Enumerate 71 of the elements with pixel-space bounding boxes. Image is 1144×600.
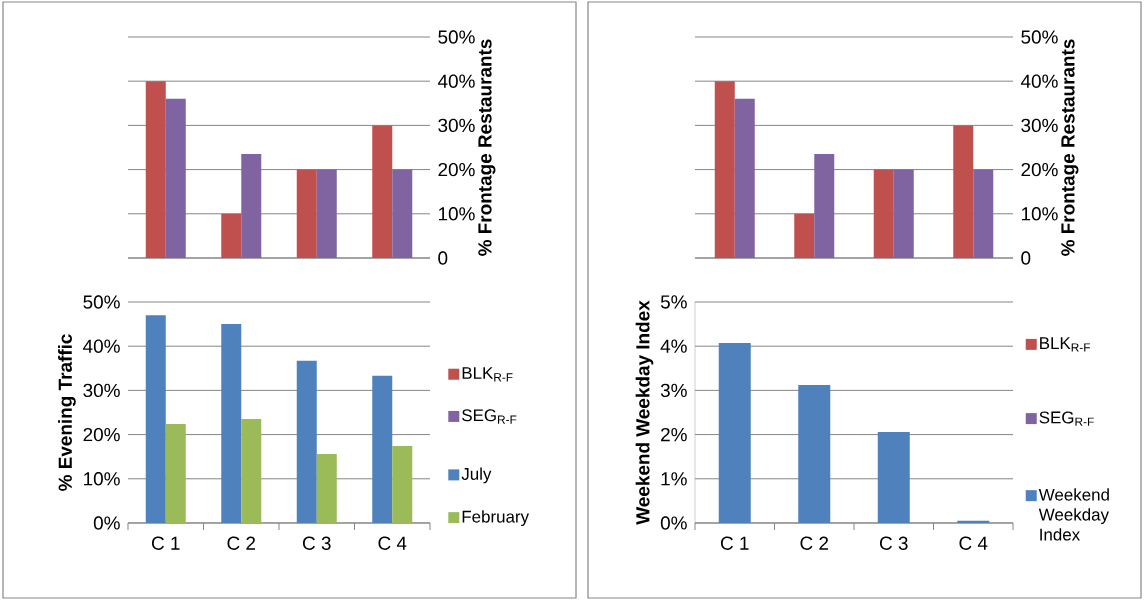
y-tick-label: 40% bbox=[437, 74, 475, 88]
bar bbox=[714, 81, 735, 258]
y-tick-label: 30% bbox=[83, 383, 120, 398]
y-tick-label: 30% bbox=[1021, 118, 1058, 133]
legend-label: SEG$_{R-F}$ bbox=[462, 409, 517, 424]
bar bbox=[794, 213, 815, 258]
legend-label: SEG$_{R-F}$ bbox=[1039, 411, 1094, 426]
bar bbox=[973, 169, 994, 258]
y-tick-label: 10% bbox=[1021, 207, 1058, 221]
bar bbox=[241, 154, 262, 258]
x-tick-label: C 1 bbox=[151, 536, 180, 550]
bar bbox=[145, 315, 166, 523]
bar bbox=[392, 169, 413, 258]
y-axis-title: % Frontage Restaurants bbox=[1061, 39, 1079, 256]
legend-label: BLK$_{R-F}$ bbox=[462, 367, 513, 382]
y-tick-label: 1% bbox=[661, 472, 687, 486]
y-tick-label: 20% bbox=[83, 427, 120, 442]
legend-label: Weekend Weekday Index bbox=[1038, 488, 1109, 541]
y-tick-label: 4% bbox=[660, 339, 687, 353]
y-axis-title: Weekend Weekday Index bbox=[635, 300, 654, 525]
bar bbox=[957, 520, 990, 523]
bar bbox=[877, 431, 910, 523]
bar bbox=[221, 324, 242, 523]
bar bbox=[241, 419, 262, 523]
x-tick-label: C 1 bbox=[720, 536, 749, 550]
bar bbox=[316, 169, 337, 258]
y-tick-label: 40% bbox=[1020, 74, 1058, 88]
legend-label: BLK$_{R-F}$ bbox=[1040, 337, 1091, 352]
y-tick-label: 10% bbox=[84, 472, 120, 486]
y-axis-title: % Evening Traffic bbox=[58, 334, 76, 491]
x-tick-label: C 3 bbox=[302, 536, 331, 550]
bar bbox=[953, 125, 974, 258]
y-tick-label: 0% bbox=[93, 516, 120, 530]
bar bbox=[873, 169, 894, 258]
x-tick-label: C 3 bbox=[879, 536, 908, 550]
y-tick-label: 0 bbox=[1021, 251, 1031, 265]
bar bbox=[392, 446, 413, 523]
y-tick-label: 2% bbox=[661, 427, 687, 442]
y-axis-title: % Frontage Restaurants bbox=[478, 39, 496, 256]
y-tick-label: 30% bbox=[438, 118, 475, 133]
bar bbox=[718, 343, 751, 523]
x-tick-label: C 2 bbox=[800, 536, 829, 550]
y-tick-label: 50% bbox=[438, 30, 475, 44]
y-tick-label: 20% bbox=[1021, 162, 1058, 177]
y-tick-label: 50% bbox=[83, 295, 120, 309]
x-tick-label: C 2 bbox=[227, 536, 256, 550]
bar bbox=[316, 454, 337, 523]
y-tick-label: 0 bbox=[438, 251, 448, 265]
bar bbox=[814, 154, 835, 258]
bar bbox=[734, 98, 755, 258]
bar bbox=[221, 213, 242, 258]
bar bbox=[893, 169, 914, 258]
legend-label: July bbox=[461, 467, 492, 484]
y-tick-label: 5% bbox=[660, 295, 687, 309]
y-tick-label: 40% bbox=[83, 339, 120, 353]
y-tick-label: 0% bbox=[660, 516, 687, 530]
bar bbox=[296, 169, 317, 258]
x-tick-label: C 4 bbox=[959, 536, 988, 550]
bar bbox=[165, 423, 186, 523]
bar bbox=[372, 125, 393, 258]
y-tick-label: 20% bbox=[438, 162, 475, 177]
bar bbox=[165, 98, 186, 258]
bar bbox=[296, 360, 317, 523]
x-tick-label: C 4 bbox=[378, 536, 407, 550]
bar bbox=[372, 375, 393, 523]
bar bbox=[145, 81, 166, 258]
y-tick-label: 50% bbox=[1021, 30, 1058, 44]
y-tick-label: 10% bbox=[438, 207, 475, 221]
bar bbox=[798, 385, 831, 523]
y-tick-label: 3% bbox=[660, 383, 687, 398]
legend-label: February bbox=[462, 510, 530, 527]
